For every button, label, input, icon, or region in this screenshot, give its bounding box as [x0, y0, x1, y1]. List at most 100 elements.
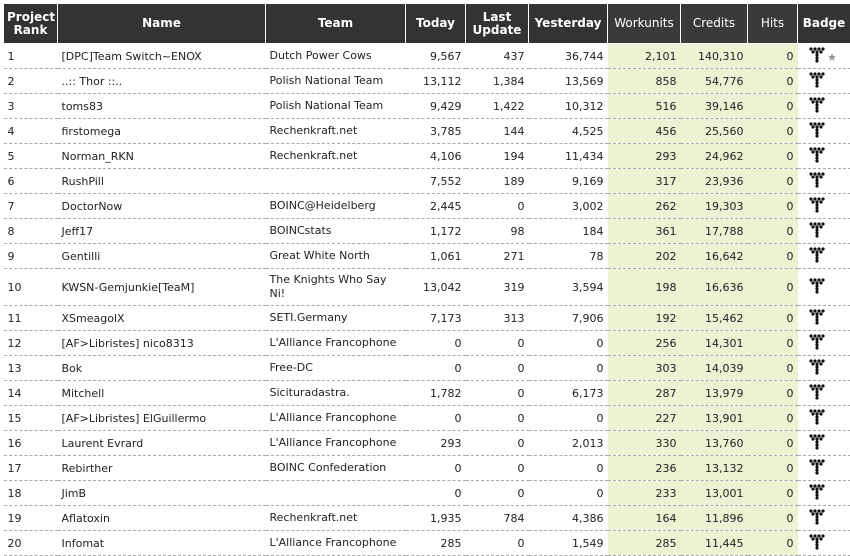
- rank: 9: [3, 243, 58, 269]
- team-name[interactable]: Great White North: [265, 243, 406, 269]
- user-name[interactable]: Aflatoxin: [57, 505, 266, 531]
- column-header[interactable]: Name: [57, 3, 266, 44]
- column-header[interactable]: Today: [405, 3, 466, 44]
- credits: 14,301: [680, 330, 748, 356]
- user-name[interactable]: KWSN-Gemjunkie[TeaM]: [57, 268, 266, 306]
- hits: 0: [747, 268, 798, 306]
- today: 0: [405, 480, 466, 506]
- yesterday: 11,434: [528, 143, 608, 169]
- user-name[interactable]: toms83: [57, 93, 266, 119]
- user-name[interactable]: ..:: Thor ::..: [57, 68, 266, 94]
- user-name[interactable]: RushPill: [57, 168, 266, 194]
- team-name[interactable]: Free-DC: [265, 355, 406, 381]
- column-header[interactable]: Yesterday: [528, 3, 608, 44]
- user-name[interactable]: Gentilli: [57, 243, 266, 269]
- user-name[interactable]: DoctorNow: [57, 193, 266, 219]
- team-name[interactable]: [265, 168, 406, 194]
- team-name[interactable]: L'Alliance Francophone: [265, 330, 406, 356]
- hits: 0: [747, 455, 798, 481]
- today: 13,042: [405, 268, 466, 306]
- user-name[interactable]: firstomega: [57, 118, 266, 144]
- last-update: 1,422: [465, 93, 529, 119]
- user-name[interactable]: Rebirther: [57, 455, 266, 481]
- yesterday: 0: [528, 405, 608, 431]
- table-row: 14 Mitchell Sicituradastra. 1,782 0 6,173 287 1…: [3, 380, 850, 406]
- user-name[interactable]: XSmeagolX: [57, 305, 266, 331]
- team-name[interactable]: Rechenkraft.net: [265, 143, 406, 169]
- hits: 0: [747, 93, 798, 119]
- team-name[interactable]: Rechenkraft.net: [265, 118, 406, 144]
- badge: [797, 118, 850, 144]
- yesterday: 78: [528, 243, 608, 269]
- badge: [797, 380, 850, 406]
- user-name[interactable]: Infomat: [57, 530, 266, 556]
- credits: 14,039: [680, 355, 748, 381]
- user-name[interactable]: Bok: [57, 355, 266, 381]
- rank: 11: [3, 305, 58, 331]
- yesterday: 1,549: [528, 530, 608, 556]
- column-header[interactable]: Hits: [747, 3, 798, 44]
- badge-icon: [808, 171, 825, 188]
- yesterday: 2,013: [528, 430, 608, 456]
- last-update: 0: [465, 380, 529, 406]
- column-header[interactable]: Workunits: [607, 3, 681, 44]
- user-name[interactable]: [DPC]Team Switch~ENOX: [57, 43, 266, 69]
- hits: 0: [747, 218, 798, 244]
- user-name[interactable]: Jeff17: [57, 218, 266, 244]
- credits: 54,776: [680, 68, 748, 94]
- team-name[interactable]: BOINC Confederation: [265, 455, 406, 481]
- table-row: 2..:: Thor ::.. Polish National Team 13,11…: [3, 68, 850, 94]
- today: 2,445: [405, 193, 466, 219]
- team-name[interactable]: Dutch Power Cows: [265, 43, 406, 69]
- team-name[interactable]: L'Alliance Francophone: [265, 430, 406, 456]
- team-name[interactable]: SETI.Germany: [265, 305, 406, 331]
- user-name[interactable]: [AF>Libristes] nico8313: [57, 330, 266, 356]
- badge: [797, 405, 850, 431]
- user-name[interactable]: Laurent Evrard: [57, 430, 266, 456]
- table-row: 6 RushPill 7,552 189 9,169 317 23,936 0: [3, 168, 850, 194]
- badge-icon: [808, 333, 825, 350]
- workunits: 233: [607, 480, 681, 506]
- team-name[interactable]: [265, 480, 406, 506]
- team-name[interactable]: The Knights Who Say Ni!: [265, 268, 406, 306]
- badge: [797, 193, 850, 219]
- rank: 3: [3, 93, 58, 119]
- last-update: 194: [465, 143, 529, 169]
- badge-icon: [808, 358, 825, 375]
- workunits: 164: [607, 505, 681, 531]
- team-name[interactable]: L'Alliance Francophone: [265, 405, 406, 431]
- column-header[interactable]: Project Rank: [3, 3, 58, 44]
- last-update: 784: [465, 505, 529, 531]
- last-update: 1,384: [465, 68, 529, 94]
- team-name[interactable]: BOINCstats: [265, 218, 406, 244]
- column-header[interactable]: Last Update: [465, 3, 529, 44]
- badge: [797, 243, 850, 269]
- yesterday: 3,002: [528, 193, 608, 219]
- today: 285: [405, 530, 466, 556]
- team-name[interactable]: Polish National Team: [265, 93, 406, 119]
- last-update: 319: [465, 268, 529, 306]
- user-name[interactable]: [AF>Libristes] ElGuillermo: [57, 405, 266, 431]
- team-name[interactable]: L'Alliance Francophone: [265, 530, 406, 556]
- user-name[interactable]: JimB: [57, 480, 266, 506]
- column-header[interactable]: Team: [265, 3, 406, 44]
- column-header[interactable]: Credits: [680, 3, 748, 44]
- team-name[interactable]: Rechenkraft.net: [265, 505, 406, 531]
- today: 7,552: [405, 168, 466, 194]
- badge: [797, 505, 850, 531]
- workunits: 287: [607, 380, 681, 406]
- workunits: 192: [607, 305, 681, 331]
- today: 13,112: [405, 68, 466, 94]
- badge: [797, 268, 850, 306]
- credits: 19,303: [680, 193, 748, 219]
- user-name[interactable]: Norman_RKN: [57, 143, 266, 169]
- column-header[interactable]: Badge: [797, 3, 850, 44]
- team-name[interactable]: BOINC@Heidelberg: [265, 193, 406, 219]
- workunits: 858: [607, 68, 681, 94]
- workunits: 2,101: [607, 43, 681, 69]
- workunits: 256: [607, 330, 681, 356]
- team-name[interactable]: Polish National Team: [265, 68, 406, 94]
- team-name[interactable]: Sicituradastra.: [265, 380, 406, 406]
- table-row: 1 [DPC]Team Switch~ENOX Dutch Power Cows 9,…: [3, 43, 850, 69]
- user-name[interactable]: Mitchell: [57, 380, 266, 406]
